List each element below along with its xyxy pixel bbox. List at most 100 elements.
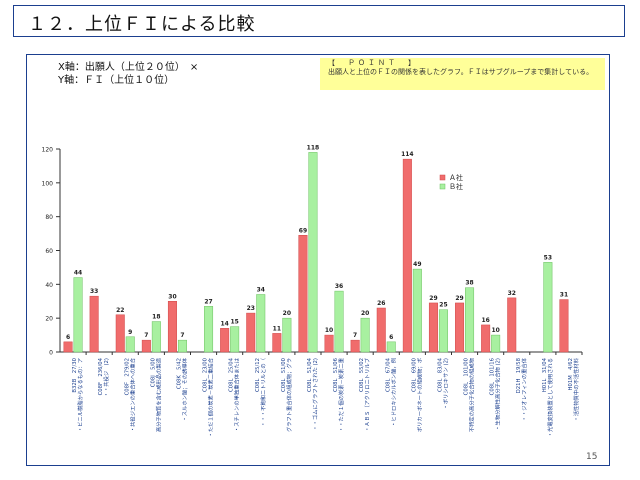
category-desc: ・生物分解性高分子化合物 (2) — [494, 358, 502, 431]
data-label-a: 23 — [247, 305, 255, 312]
category-desc: ・・共役ジ (2) — [102, 358, 110, 397]
category-desc: ・光電変換装置として使用される — [546, 358, 554, 437]
bar-a — [376, 307, 386, 353]
data-label-b: 6 — [389, 334, 393, 341]
y-axis-note: Y軸：ＦＩ（上位１０位） — [58, 75, 175, 86]
title-frame: １２．上位ＦＩによる比較 — [13, 5, 625, 37]
bar-b — [151, 321, 161, 353]
bar-b — [465, 287, 475, 353]
category-desc: ・活性物質中の不活性材料 — [572, 357, 580, 421]
category-label: C08F 236/04・・共役ジ (2) — [98, 357, 110, 397]
data-label-b: 38 — [465, 280, 473, 287]
legend-swatch-b — [439, 183, 446, 190]
bar-a — [350, 339, 360, 353]
data-label-b: 18 — [152, 314, 160, 321]
category-label: C08L 55/02・ＡＢＳ〔アクリロニトリルブ — [359, 357, 371, 432]
category-label: C08L 23/00・ただ１個の炭素－炭素二重結合 — [203, 357, 215, 437]
category-desc: ・・・不飽和ニトリルとの（ — [259, 357, 267, 427]
category-code: C08L 67/04 — [385, 357, 391, 392]
category-label: B32B 27/30・ビニル樹脂からなるもの：ア — [72, 357, 84, 432]
data-label-a: 22 — [116, 307, 124, 314]
data-label-a: 69 — [299, 227, 307, 234]
y-tick-label: 40 — [45, 282, 53, 289]
category-code: C08L 69/00 — [411, 357, 417, 392]
category-desc: ・・ジオレフィンの重合体 — [520, 357, 528, 421]
bar-a — [89, 295, 99, 353]
bar-a — [559, 299, 569, 353]
category-code: B32B 27/30 — [72, 357, 78, 392]
page-title: １２．上位ＦＩによる比較 — [28, 14, 256, 35]
category-desc: グラフト重合体の組成物；グラ — [285, 358, 293, 432]
category-desc: ・スルホン酸；その誘導体 — [180, 357, 188, 421]
data-label-b: 20 — [283, 310, 291, 317]
category-label: C08L 25/04・スチレンの単独重合体または — [229, 357, 241, 432]
category-code: H01M 4/62 — [568, 358, 574, 391]
category-label: C08L 101/16・生物分解性高分子化合物 (2) — [490, 357, 502, 430]
page-number: 15 — [586, 452, 598, 462]
data-label-a: 26 — [377, 300, 385, 307]
bar-b — [282, 317, 292, 353]
category-code: C08L 83/04 — [437, 357, 443, 392]
bar-a — [272, 333, 282, 353]
category-code: C08F 236/04 — [98, 357, 104, 395]
bar-b — [360, 317, 370, 353]
bar-b — [73, 277, 83, 353]
category-desc: ・ポリシロキサン (2) — [441, 358, 449, 410]
category-desc: ・ＡＢＳ〔アクリロニトリルブ — [363, 357, 371, 432]
category-code: C08L 101/00 — [464, 357, 470, 395]
bar-b — [334, 290, 344, 353]
category-code: C08L 25/04 — [229, 357, 235, 392]
category-code: C08K 5/42 — [176, 358, 182, 389]
bar-a — [428, 302, 438, 353]
data-label-b: 7 — [180, 332, 184, 339]
category-desc: ・・ただ１個の炭素－炭素二重 — [337, 357, 345, 432]
data-label-b: 20 — [361, 310, 369, 317]
data-label-a: 32 — [508, 290, 516, 297]
data-label-a: 7 — [144, 332, 148, 339]
category-code: C08L 51/06 — [333, 357, 339, 392]
category-desc: 不特定の高分子化合物の組成物 — [468, 357, 476, 432]
category-label: C08L 83/04・ポリシロキサン (2) — [437, 357, 449, 409]
category-label: C08L 101/00不特定の高分子化合物の組成物 — [464, 357, 476, 432]
legend-label-a: Ａ社 — [449, 173, 463, 182]
category-label: C08L 67/04・ヒドロキシカルボン酸，例 — [385, 357, 397, 427]
data-label-b: 27 — [204, 298, 212, 305]
category-desc: ・スチレンの単独重合体または — [233, 357, 241, 432]
category-desc: ・ビニル樹脂からなるもの：ア — [76, 358, 84, 432]
category-code: C08L 51/00 — [281, 357, 287, 392]
category-label: H01M 4/62・活性物質中の不活性材料 — [568, 357, 580, 421]
category-code: C08L 51/04 — [307, 357, 313, 392]
data-label-a: 33 — [90, 288, 98, 295]
category-label: D21H 19/58・・ジオレフィンの重合体 — [516, 357, 528, 421]
y-tick-label: 120 — [42, 147, 54, 154]
bar-a — [324, 334, 334, 353]
data-label-b: 118 — [307, 144, 320, 151]
data-label-b: 44 — [74, 270, 82, 277]
data-label-b: 36 — [335, 283, 343, 290]
data-label-a: 14 — [220, 320, 228, 327]
bar-b — [308, 152, 318, 353]
category-code: H01L 31/04 — [542, 357, 548, 392]
category-label: C08F 279/02・共役ジエンの重合体への重合 — [124, 357, 136, 432]
point-heading: 【 ＰＯＩＮＴ 】 — [328, 59, 418, 67]
data-label-a: 6 — [66, 334, 70, 341]
y-tick-label: 20 — [45, 316, 53, 323]
bar-a — [167, 301, 177, 353]
category-label: C08L 69/00ポリカーボネートの組成物；ポ — [411, 357, 423, 432]
category-code: C08L 55/02 — [359, 358, 365, 392]
content-frame — [26, 54, 610, 466]
category-desc: ポリカーボネートの組成物；ポ — [415, 358, 423, 432]
data-label-a: 30 — [168, 293, 176, 300]
x-axis-note: X軸：出願人（上位２０位） × — [58, 62, 199, 73]
bar-b — [491, 334, 501, 353]
bar-a — [402, 158, 412, 353]
data-label-b: 34 — [257, 286, 265, 293]
category-desc: ・・ゴムにグラフトされた (2) — [311, 358, 319, 431]
category-code: C08L 101/16 — [490, 357, 496, 395]
bar-a — [481, 324, 491, 353]
data-label-a: 11 — [273, 325, 281, 332]
bar-a — [63, 341, 73, 353]
category-label: C08L 25/12・・・不飽和ニトリルとの（ — [255, 357, 267, 427]
point-body: 出願人と上位のＦＩの関係を表したグラフ。ＦＩはサブグループまで集計している。 — [328, 68, 594, 76]
category-desc: ・共役ジエンの重合体への重合 — [128, 357, 136, 432]
